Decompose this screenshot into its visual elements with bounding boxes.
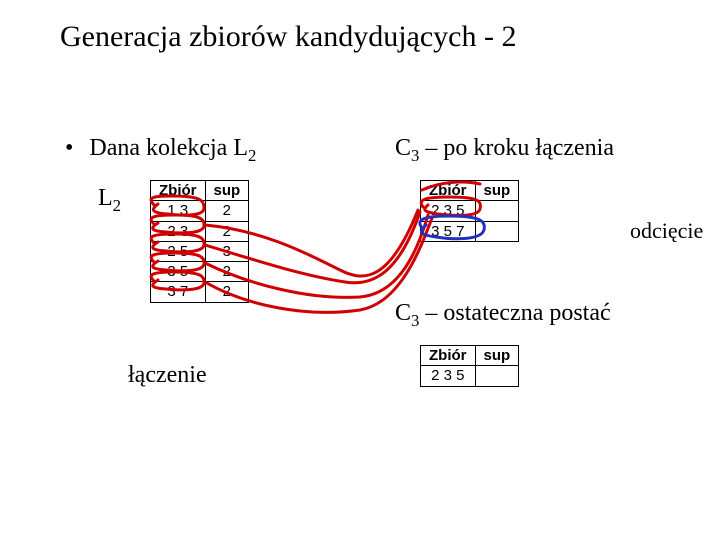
label-c3-final: C3 – ostateczna postać xyxy=(395,300,611,331)
label-laczenie: łączenie xyxy=(128,362,207,389)
table-row: 1 32 xyxy=(151,201,249,221)
table-row: 3 52 xyxy=(151,262,249,282)
slide-title: Generacja zbiorów kandydujących - 2 xyxy=(60,20,516,54)
cell: 2 5 xyxy=(151,241,206,261)
table-row: 2 32 xyxy=(151,221,249,241)
cell: 2 3 5 xyxy=(421,366,476,386)
bullet-text: Dana kolekcja L xyxy=(89,135,248,161)
label-c3final-post: – ostateczna postać xyxy=(419,300,610,326)
label-odciecie: odcięcie xyxy=(630,218,703,244)
label-c3join-post: – po kroku łączenia xyxy=(419,135,614,161)
table-c3a-h1: sup xyxy=(475,181,519,201)
cell: 3 5 xyxy=(151,262,206,282)
cell: 1 3 xyxy=(151,201,206,221)
table-c3-join: Zbiór sup 2 3 5 3 5 7 xyxy=(420,180,519,242)
annotation-overlay xyxy=(0,0,720,540)
table-l2-h1: sup xyxy=(205,181,249,201)
table-l2-h0: Zbiór xyxy=(151,181,206,201)
label-c3final-pre: C xyxy=(395,300,411,326)
table-c3b-h1: sup xyxy=(475,346,519,366)
cell: 2 3 xyxy=(151,221,206,241)
cell: 2 xyxy=(205,262,249,282)
table-c3-final: Zbiór sup 2 3 5 xyxy=(420,345,519,387)
cell xyxy=(475,366,519,386)
cell: 3 xyxy=(205,241,249,261)
label-l2-pre: L xyxy=(98,185,113,211)
cell: 3 5 7 xyxy=(421,221,476,241)
label-c3join-pre: C xyxy=(395,135,411,161)
table-row: 2 3 5 xyxy=(421,366,519,386)
label-l2-sub: 2 xyxy=(113,196,121,215)
cell xyxy=(475,201,519,221)
cell: 2 xyxy=(205,282,249,302)
table-row: 3 72 xyxy=(151,282,249,302)
table-row: 3 5 7 xyxy=(421,221,519,241)
table-row: 2 3 5 xyxy=(421,201,519,221)
cell xyxy=(475,221,519,241)
bullet-marker: • xyxy=(65,135,73,161)
table-l2: Zbiór sup 1 32 2 32 2 53 3 52 3 72 xyxy=(150,180,249,303)
cell: 2 xyxy=(205,201,249,221)
label-l2: L2 xyxy=(98,185,121,216)
bullet-sub: 2 xyxy=(248,146,256,165)
cell: 3 7 xyxy=(151,282,206,302)
table-c3b-h0: Zbiór xyxy=(421,346,476,366)
table-row: 2 53 xyxy=(151,241,249,261)
table-c3a-h0: Zbiór xyxy=(421,181,476,201)
cell: 2 3 5 xyxy=(421,201,476,221)
bullet-main: • Dana kolekcja L2 xyxy=(65,135,256,166)
label-c3-join: C3 – po kroku łączenia xyxy=(395,135,614,166)
cell: 2 xyxy=(205,221,249,241)
